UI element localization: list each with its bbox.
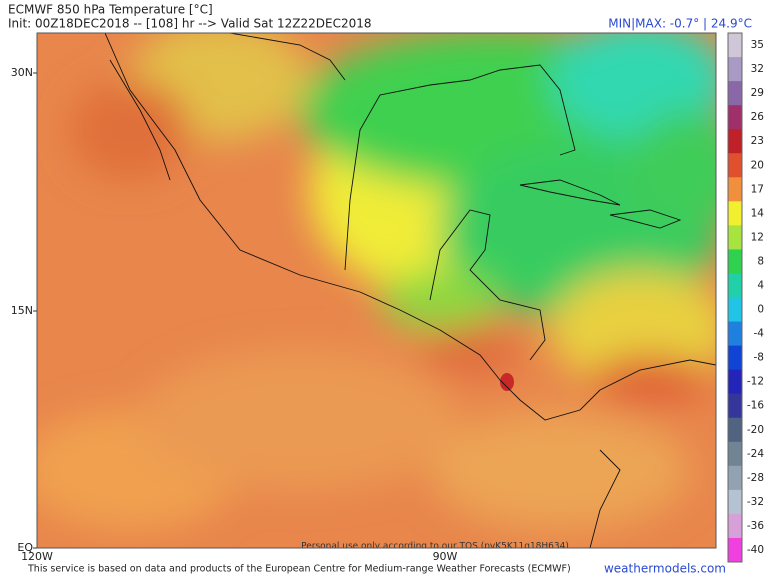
colorbar-label: 32 bbox=[751, 63, 764, 75]
colorbar-swatch bbox=[728, 537, 742, 563]
colorbar-swatch bbox=[728, 465, 742, 491]
colorbar-label: 14 bbox=[751, 207, 765, 219]
colorbar-label: 26 bbox=[751, 111, 765, 123]
site-link[interactable]: weathermodels.com bbox=[604, 562, 726, 576]
colorbar-label: -8 bbox=[754, 352, 764, 364]
title: ECMWF 850 hPa Temperature [°C] bbox=[8, 3, 213, 17]
map-frame bbox=[36, 32, 717, 549]
colorbar-label: 35 bbox=[751, 39, 764, 51]
colorbar-label: 8 bbox=[757, 255, 764, 267]
colorbar-label: -20 bbox=[747, 424, 764, 436]
colorbar-label: -36 bbox=[747, 520, 764, 532]
colorbar-swatch bbox=[728, 513, 742, 539]
colorbar: 35 32 29 26 23 20 17 14 12 8 4 0 -4 -8 -12 -16 -20 -24 -28… bbox=[727, 32, 765, 563]
colorbar-label: 4 bbox=[757, 279, 764, 291]
colorbar-swatch bbox=[728, 489, 742, 515]
colorbar-frame bbox=[727, 32, 743, 563]
lon-label: 90W bbox=[433, 550, 458, 563]
colorbar-swatch bbox=[728, 369, 742, 395]
colorbar-label: -12 bbox=[747, 376, 764, 388]
colorbar-label: -4 bbox=[754, 328, 765, 340]
colorbar-swatch bbox=[728, 33, 742, 58]
colorbar-swatch bbox=[728, 393, 742, 419]
colorbar-label: -40 bbox=[747, 544, 764, 556]
credit: This service is based on data and produc… bbox=[27, 564, 571, 575]
colorbar-label: 17 bbox=[751, 183, 764, 195]
colorbar-swatch bbox=[728, 177, 742, 202]
colorbar-swatch bbox=[728, 441, 742, 467]
colorbar-label: 0 bbox=[757, 304, 764, 316]
colorbar-swatch bbox=[728, 57, 742, 82]
colorbar-label: 20 bbox=[751, 159, 764, 171]
colorbar-swatch bbox=[728, 345, 742, 371]
subtitle: Init: 00Z18DEC2018 -- [108] hr --> Valid… bbox=[8, 17, 372, 31]
colorbar-swatch bbox=[728, 105, 742, 130]
lat-label: 15N bbox=[11, 304, 33, 317]
colorbar-swatch bbox=[728, 201, 742, 226]
colorbar-swatch bbox=[728, 129, 742, 154]
lon-label: 120W bbox=[21, 550, 53, 563]
colorbar-swatch bbox=[728, 321, 742, 347]
colorbar-label: 29 bbox=[751, 87, 764, 99]
map-field: Personal use only according to our TOS (… bbox=[37, 33, 716, 552]
colorbar-swatch bbox=[728, 225, 742, 250]
watermark: Personal use only according to our TOS (… bbox=[301, 542, 569, 552]
colorbar-swatch bbox=[728, 249, 742, 274]
min-max: MIN|MAX: -0.7° | 24.9°C bbox=[608, 17, 752, 31]
lat-label: EQ bbox=[17, 541, 33, 554]
colorbar-swatch bbox=[728, 297, 742, 323]
colorbar-label: -16 bbox=[747, 400, 764, 412]
colorbar-label: -28 bbox=[747, 472, 764, 484]
colorbar-label: 12 bbox=[751, 231, 764, 243]
colorbar-swatch bbox=[728, 417, 742, 443]
colorbar-label: 23 bbox=[751, 135, 764, 147]
colorbar-swatch bbox=[728, 81, 742, 106]
lat-label: 30N bbox=[11, 66, 33, 79]
colorbar-swatch bbox=[728, 153, 742, 178]
colorbar-label: -32 bbox=[747, 496, 764, 508]
colorbar-swatch bbox=[728, 273, 742, 298]
colorbar-label: -24 bbox=[747, 448, 764, 460]
